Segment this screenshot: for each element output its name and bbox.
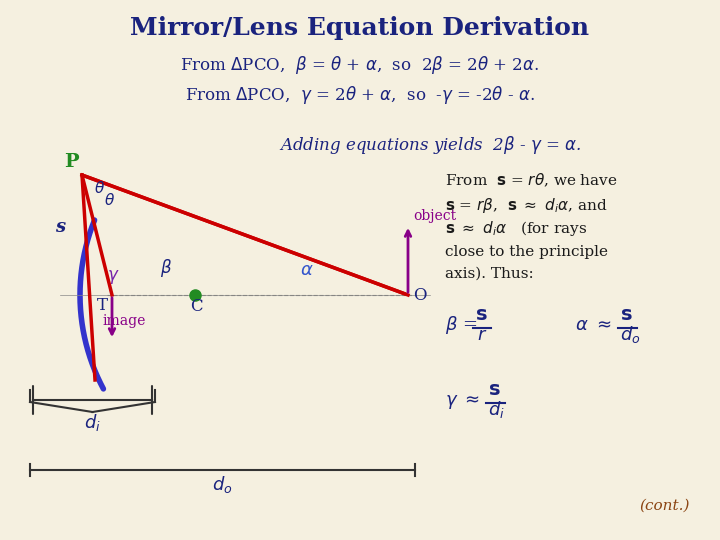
Text: axis). Thus:: axis). Thus: — [445, 267, 534, 281]
Text: Adding equations yields  2$\beta$ - $\gamma$ = $\alpha$.: Adding equations yields 2$\beta$ - $\gam… — [279, 134, 581, 156]
Text: $\theta$: $\theta$ — [104, 192, 115, 208]
Text: $\mathbf{s}$ $\approx$ $d_i\alpha$   (for rays: $\mathbf{s}$ $\approx$ $d_i\alpha$ (for … — [445, 219, 587, 238]
Text: From $\Delta$PCO,  $\beta$ = $\theta$ + $\alpha$,  so  2$\beta$ = 2$\theta$ + 2$: From $\Delta$PCO, $\beta$ = $\theta$ + $… — [181, 54, 539, 76]
Text: $\mathbf{s}$: $\mathbf{s}$ — [620, 306, 633, 324]
Text: (cont.): (cont.) — [639, 499, 690, 513]
Text: $\mathbf{s}$: $\mathbf{s}$ — [475, 306, 487, 324]
Text: $d_i$: $d_i$ — [488, 399, 505, 420]
Text: $d_o$: $d_o$ — [212, 474, 233, 495]
Text: $\alpha$: $\alpha$ — [300, 261, 314, 279]
Text: $\beta$ =: $\beta$ = — [445, 314, 480, 336]
Text: Mirror/Lens Equation Derivation: Mirror/Lens Equation Derivation — [130, 16, 590, 40]
Text: $\alpha$ $\approx$: $\alpha$ $\approx$ — [575, 316, 617, 334]
Text: P: P — [64, 153, 78, 171]
Text: $\mathbf{s}$: $\mathbf{s}$ — [488, 381, 500, 399]
Text: $\gamma$ $\approx$: $\gamma$ $\approx$ — [445, 393, 485, 411]
Text: C: C — [190, 298, 202, 315]
Text: $d_i$: $d_i$ — [84, 412, 101, 433]
Text: O: O — [413, 287, 426, 304]
Text: object: object — [413, 209, 456, 223]
Text: $\beta$: $\beta$ — [160, 257, 172, 279]
Text: T: T — [97, 297, 108, 314]
Text: $r$: $r$ — [477, 326, 487, 344]
Text: From  $\mathbf{s}$ = $r\theta$, we have: From $\mathbf{s}$ = $r\theta$, we have — [445, 171, 618, 188]
Text: $\gamma$: $\gamma$ — [107, 268, 120, 286]
Text: close to the principle: close to the principle — [445, 245, 608, 259]
Text: s: s — [55, 218, 65, 236]
Text: From $\Delta$PCO,  $\gamma$ = 2$\theta$ + $\alpha$,  so  -$\gamma$ = -2$\theta$ : From $\Delta$PCO, $\gamma$ = 2$\theta$ +… — [185, 84, 535, 106]
Text: image: image — [102, 314, 145, 328]
Text: $\theta$: $\theta$ — [94, 180, 105, 196]
Text: $d_o$: $d_o$ — [620, 324, 641, 345]
Text: $\mathbf{s}$ = $r\beta$,  $\mathbf{s}$ $\approx$ $d_i\alpha$, and: $\mathbf{s}$ = $r\beta$, $\mathbf{s}$ $\… — [445, 196, 608, 215]
